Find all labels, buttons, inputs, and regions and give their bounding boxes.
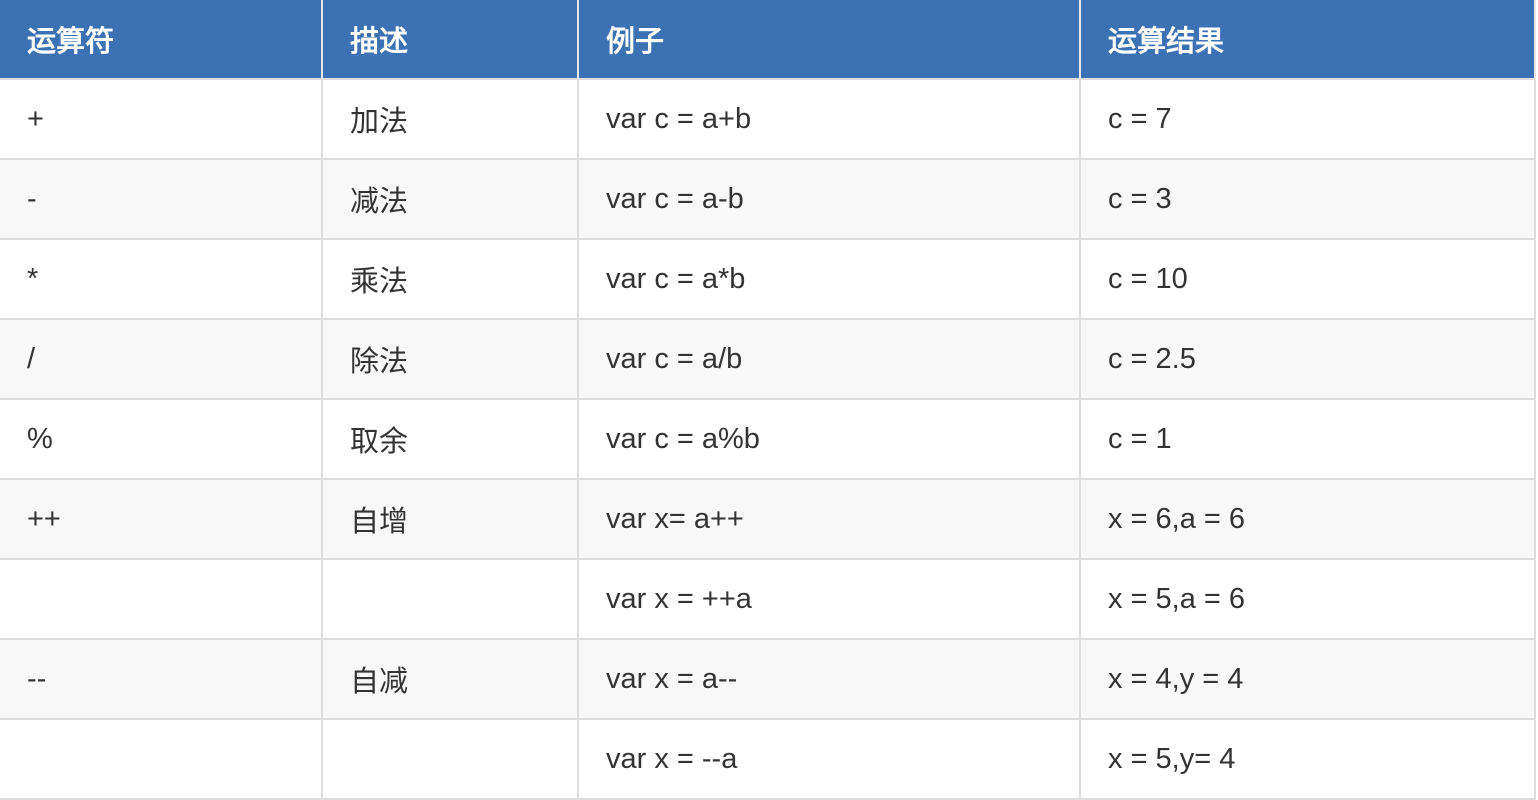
cell-result: c = 2.5 (1081, 320, 1536, 400)
cell-operator: % (0, 400, 323, 480)
header-description: 描述 (323, 0, 579, 80)
cell-description: 减法 (323, 160, 579, 240)
cell-operator: / (0, 320, 323, 400)
header-example: 例子 (579, 0, 1081, 80)
cell-description: 取余 (323, 400, 579, 480)
cell-example: var c = a+b (579, 80, 1081, 160)
cell-result: c = 3 (1081, 160, 1536, 240)
cell-description: 加法 (323, 80, 579, 160)
cell-example: var x = ++a (579, 560, 1081, 640)
cell-description (323, 560, 579, 640)
cell-result: x = 6,a = 6 (1081, 480, 1536, 560)
cell-operator: * (0, 240, 323, 320)
cell-result: c = 1 (1081, 400, 1536, 480)
cell-operator: ++ (0, 480, 323, 560)
cell-example: var c = a*b (579, 240, 1081, 320)
cell-description: 自增 (323, 480, 579, 560)
header-operator: 运算符 (0, 0, 323, 80)
cell-result: x = 5,a = 6 (1081, 560, 1536, 640)
cell-result: c = 7 (1081, 80, 1536, 160)
cell-operator (0, 720, 323, 800)
cell-description: 自减 (323, 640, 579, 720)
header-result: 运算结果 (1081, 0, 1536, 80)
cell-description (323, 720, 579, 800)
cell-example: var c = a/b (579, 320, 1081, 400)
cell-example: var x = a-- (579, 640, 1081, 720)
cell-example: var x = --a (579, 720, 1081, 800)
cell-result: x = 4,y = 4 (1081, 640, 1536, 720)
cell-example: var c = a%b (579, 400, 1081, 480)
cell-operator (0, 560, 323, 640)
cell-result: c = 10 (1081, 240, 1536, 320)
cell-example: var x= a++ (579, 480, 1081, 560)
cell-operator: + (0, 80, 323, 160)
cell-description: 除法 (323, 320, 579, 400)
cell-result: x = 5,y= 4 (1081, 720, 1536, 800)
cell-description: 乘法 (323, 240, 579, 320)
cell-example: var c = a-b (579, 160, 1081, 240)
cell-operator: - (0, 160, 323, 240)
cell-operator: -- (0, 640, 323, 720)
